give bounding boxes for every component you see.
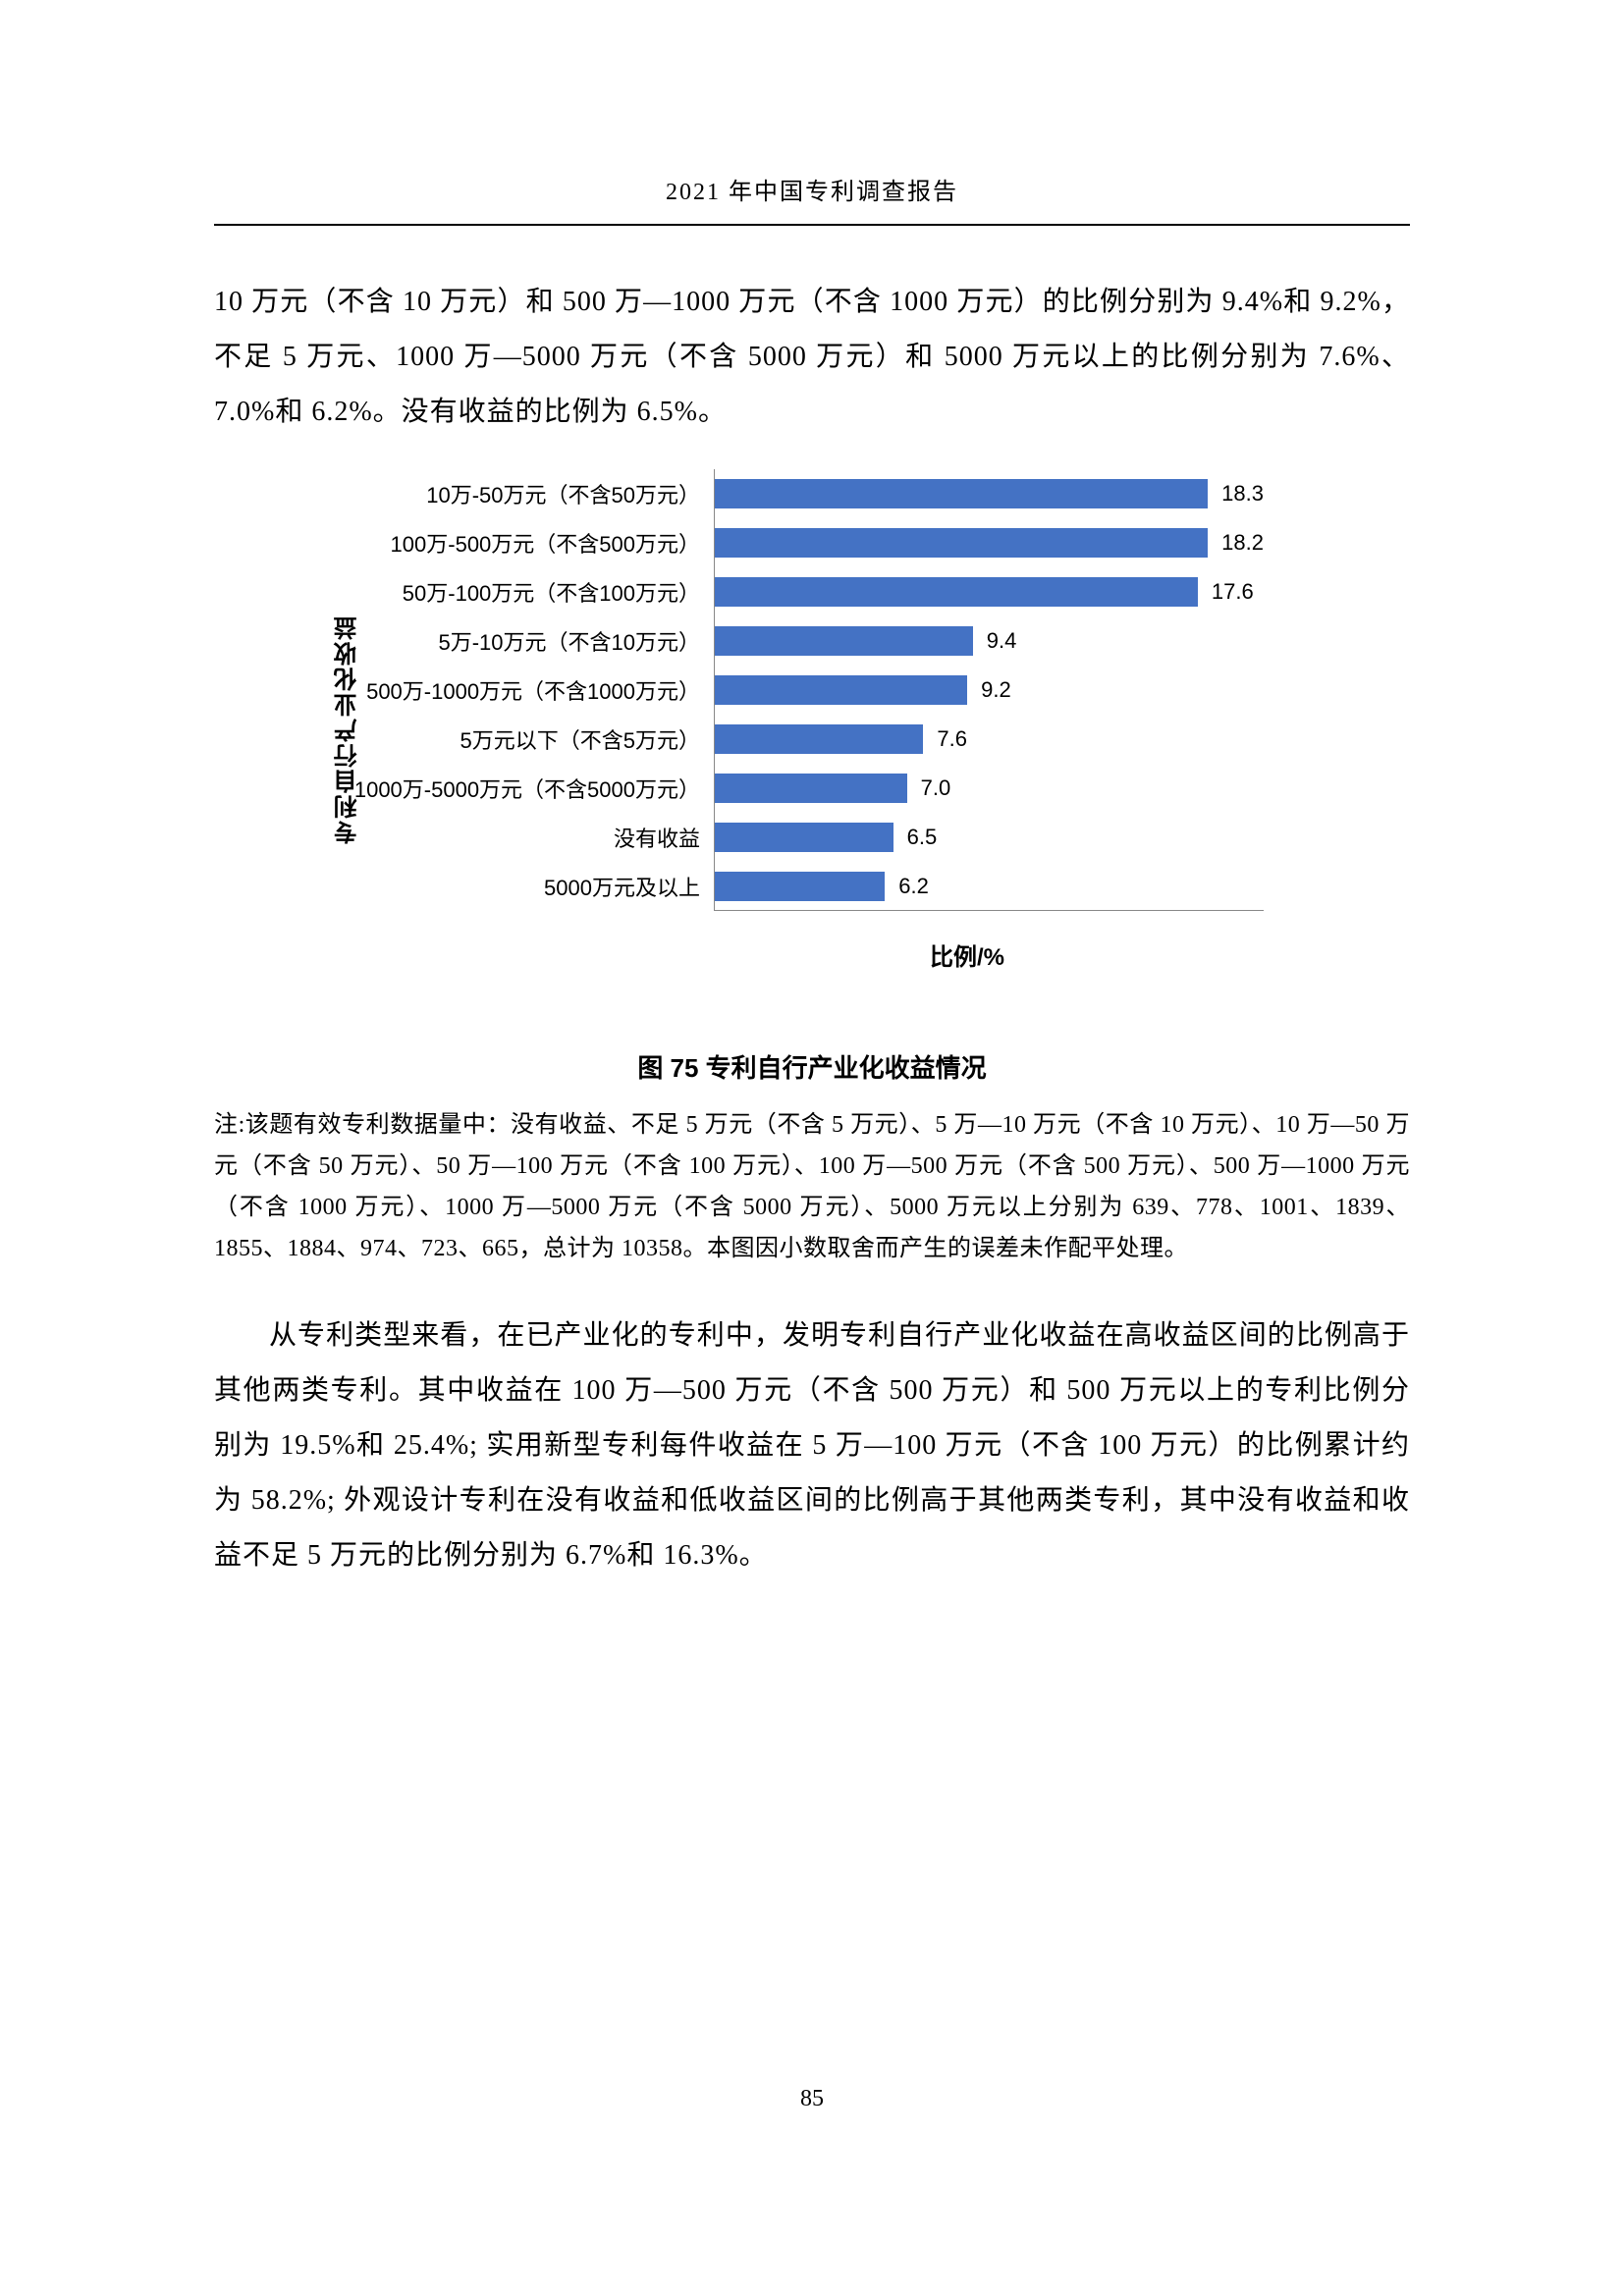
figure-caption: 图 75 专利自行产业化收益情况 <box>214 1048 1410 1085</box>
chart-category-label: 5万-10万元（不含10万元） <box>438 625 714 657</box>
chart-category-label: 10万-50万元（不含50万元） <box>426 478 714 509</box>
chart-bar-area: 9.2 <box>714 666 1264 715</box>
chart-bar-area: 9.4 <box>714 616 1264 666</box>
chart-value-label: 6.2 <box>898 874 929 899</box>
chart-bar-area: 18.2 <box>714 518 1264 567</box>
chart-row: 5万元以下（不含5万元）7.6 <box>714 715 1264 764</box>
chart-value-label: 9.2 <box>981 677 1011 703</box>
chart-value-label: 18.3 <box>1221 481 1264 507</box>
chart-bar <box>715 528 1208 558</box>
chart-xaxis-title: 比例/% <box>930 937 1004 972</box>
chart-bar <box>715 626 973 656</box>
chart-yaxis-title: 专利自行产业化收益 <box>331 614 365 844</box>
chart-value-label: 7.6 <box>937 726 967 752</box>
header-title: 2021 年中国专利调查报告 <box>666 180 958 205</box>
page-number: 85 <box>214 2086 1410 2112</box>
chart-category-label: 500万-1000万元（不含1000万元） <box>366 674 714 706</box>
chart-value-label: 7.0 <box>921 775 951 801</box>
paragraph-1: 10 万元（不含 10 万元）和 500 万—1000 万元（不含 1000 万… <box>214 275 1410 440</box>
chart-row: 50万-100万元（不含100万元）17.6 <box>714 567 1264 616</box>
chart-category-label: 50万-100万元（不含100万元） <box>403 576 714 608</box>
chart-bar <box>715 823 893 852</box>
chart-value-label: 18.2 <box>1221 530 1264 556</box>
chart-bar-area: 6.5 <box>714 813 1264 862</box>
chart-row: 1000万-5000万元（不含5000万元）7.0 <box>714 764 1264 813</box>
chart-bar <box>715 724 923 754</box>
chart-bar-area: 18.3 <box>714 469 1264 518</box>
chart-row: 10万-50万元（不含50万元）18.3 <box>714 469 1264 518</box>
chart-row: 5000万元及以上6.2 <box>714 862 1264 911</box>
paragraph-2: 从专利类型来看，在已产业化的专利中，发明专利自行产业化收益在高收益区间的比例高于… <box>214 1308 1410 1583</box>
chart-bar-area: 7.6 <box>714 715 1264 764</box>
chart-category-label: 没有收益 <box>614 822 714 853</box>
chart-value-label: 9.4 <box>987 628 1017 654</box>
chart-bar-area: 6.2 <box>714 862 1264 911</box>
chart-row: 没有收益6.5 <box>714 813 1264 862</box>
chart-bar <box>715 872 885 901</box>
figure-note: 注:该题有效专利数据量中：没有收益、不足 5 万元（不含 5 万元）、5 万—1… <box>214 1104 1410 1269</box>
chart-bar <box>715 479 1208 508</box>
chart-category-label: 100万-500万元（不含500万元） <box>391 527 714 559</box>
chart-category-label: 5万元以下（不含5万元） <box>460 723 714 755</box>
chart-category-label: 1000万-5000万元（不含5000万元） <box>354 773 714 804</box>
chart-bar-area: 7.0 <box>714 764 1264 813</box>
chart-value-label: 17.6 <box>1212 579 1254 605</box>
chart-bar <box>715 774 907 803</box>
chart-row: 100万-500万元（不含500万元）18.2 <box>714 518 1264 567</box>
chart-bar <box>715 577 1198 607</box>
page-header: 2021 年中国专利调查报告 <box>214 172 1410 226</box>
revenue-chart: 专利自行产业化收益 10万-50万元（不含50万元）18.3100万-500万元… <box>341 469 1283 989</box>
chart-bar <box>715 675 967 705</box>
chart-bar-area: 17.6 <box>714 567 1264 616</box>
chart-value-label: 6.5 <box>907 825 938 850</box>
chart-category-label: 5000万元及以上 <box>544 871 714 902</box>
chart-row: 500万-1000万元（不含1000万元）9.2 <box>714 666 1264 715</box>
chart-row: 5万-10万元（不含10万元）9.4 <box>714 616 1264 666</box>
chart-rows: 10万-50万元（不含50万元）18.3100万-500万元（不含500万元）1… <box>714 469 1264 911</box>
